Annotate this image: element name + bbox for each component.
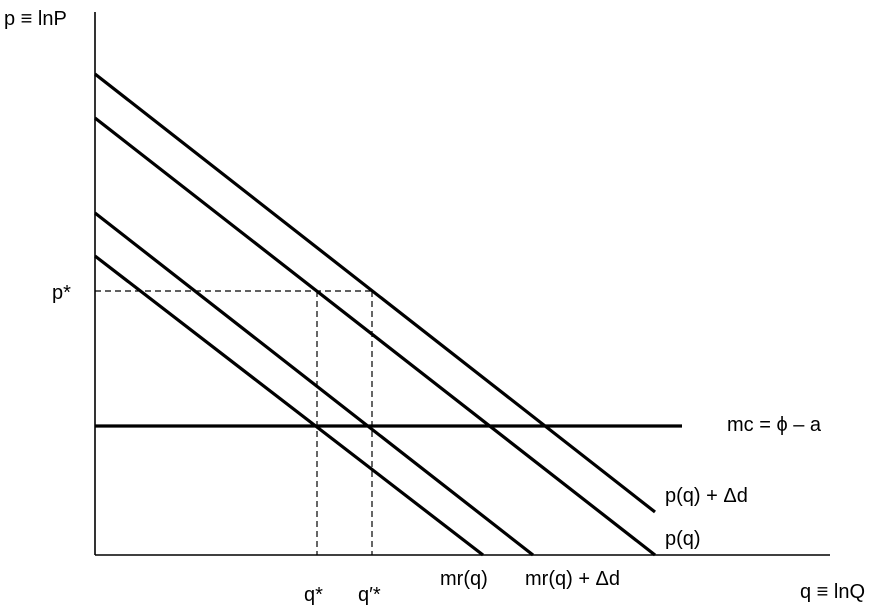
mr-shifted-line [94, 211, 534, 557]
mr-shifted-label: mr(q) + Δd [525, 568, 620, 590]
q-prime-star-label: q′* [358, 584, 381, 606]
x-axis-label: q ≡ lnQ [800, 581, 865, 603]
p-star-label: p* [52, 282, 71, 304]
demand-label: p(q) [665, 528, 701, 550]
mr-label: mr(q) [440, 568, 488, 590]
q-star-label: q* [304, 584, 323, 606]
mr-line [94, 254, 484, 557]
mc-label: mc = ϕ – a [727, 414, 822, 436]
y-axis-label: p ≡ lnP [4, 8, 67, 30]
demand-line [94, 116, 656, 557]
demand-shifted-line [94, 72, 656, 514]
demand-shifted-label: p(q) + Δd [665, 485, 748, 507]
